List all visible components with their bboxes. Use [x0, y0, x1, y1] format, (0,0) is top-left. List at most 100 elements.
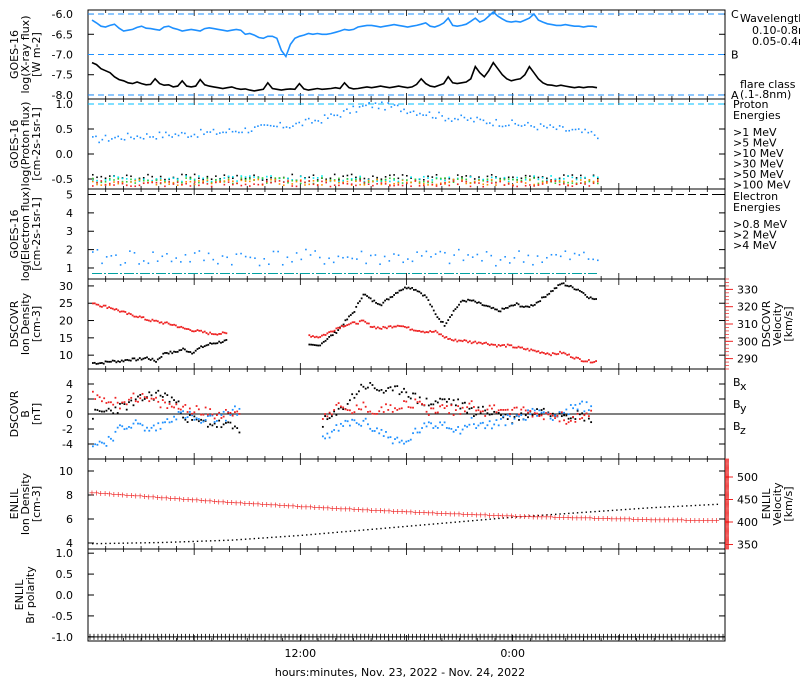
proton-mark-2 — [401, 174, 404, 176]
enlil-density-mark — [476, 519, 478, 521]
b-Bz-mark — [92, 390, 94, 393]
b-Bx-mark — [407, 395, 410, 398]
enlil-density-mark — [703, 504, 705, 506]
enlil-velocity-mark: + — [569, 513, 576, 522]
proton-mark-6 — [215, 181, 217, 184]
dscovr-velocity-mark — [133, 315, 136, 318]
proton-mark-6 — [350, 183, 353, 185]
proton-mark-2 — [393, 174, 395, 176]
enlil-velocity-mark: + — [661, 515, 668, 524]
dscovr-density-mark — [355, 305, 358, 308]
dscovr-density-mark — [501, 307, 504, 310]
proton-mark-5 — [359, 183, 361, 186]
proton-mark-2 — [592, 174, 595, 177]
dscovr-density-mark — [207, 343, 210, 346]
b-By-mark — [225, 419, 227, 422]
dscovr-velocity-mark — [351, 321, 354, 324]
dscovr-density-mark — [131, 357, 134, 360]
proton-mark-2 — [215, 175, 217, 177]
y2-axis-label-4: DSCOVR — [760, 300, 773, 347]
b-Bz-mark — [184, 404, 187, 406]
dscovr-velocity-mark — [366, 322, 368, 325]
enlil-velocity-mark: + — [635, 515, 642, 524]
dscovr-density-mark — [153, 359, 156, 362]
electron-mark-2mev — [221, 255, 224, 257]
dscovr-velocity-mark — [126, 313, 129, 316]
b-Bz-mark — [567, 421, 570, 424]
enlil-velocity-mark: + — [517, 512, 524, 521]
enlil-velocity-mark: + — [464, 510, 471, 519]
b-Bz-mark — [549, 412, 552, 415]
b-Bz-mark — [195, 405, 198, 407]
electron-mark-2mev — [439, 250, 442, 253]
proton-mark-3 — [342, 179, 344, 182]
dscovr-velocity-mark — [205, 332, 208, 334]
dscovr-velocity-mark — [146, 319, 148, 321]
b-Bx-mark — [195, 418, 198, 421]
dscovr-density-mark — [593, 298, 596, 301]
dscovr-density-mark — [214, 342, 217, 345]
electron-legend-entry-2: >2 MeV — [733, 229, 777, 242]
b-By-mark — [567, 413, 570, 416]
proton-mark-1mev — [479, 118, 482, 121]
dscovr-velocity-mark — [476, 342, 478, 345]
b-Bz-mark — [202, 413, 205, 416]
proton-mark-6 — [367, 183, 370, 185]
proton-mark-3 — [168, 177, 170, 180]
proton-mark-1mev — [171, 136, 174, 138]
enlil-density-mark — [690, 504, 692, 507]
proton-mark-1mev — [552, 126, 555, 128]
enlil-velocity-mark: + — [552, 513, 559, 522]
enlil-velocity-mark: + — [132, 491, 139, 500]
enlil-velocity-mark: + — [600, 514, 607, 523]
dscovr-density-mark — [577, 288, 579, 291]
enlil-velocity-mark: + — [617, 515, 624, 524]
b-Bx-mark — [551, 412, 554, 415]
y-axis-label-4: [cm-3] — [30, 306, 43, 342]
b-Bz-mark — [218, 411, 221, 414]
proton-mark-5 — [401, 179, 404, 181]
enlil-velocity-mark: + — [110, 490, 117, 499]
dscovr-velocity-mark — [322, 333, 325, 336]
b-Bx-mark — [473, 415, 475, 417]
dscovr-velocity-mark — [313, 336, 316, 339]
y2-tick-label: 400 — [737, 516, 758, 529]
dscovr-velocity-mark — [452, 339, 455, 342]
b-Bz-mark — [565, 422, 568, 425]
proton-mark-4 — [249, 178, 251, 180]
dscovr-density-mark — [474, 300, 477, 303]
electron-mark-2mev — [291, 260, 293, 263]
enlil-density-mark — [559, 513, 561, 515]
dscovr-density-mark — [104, 360, 107, 363]
proton-mark-5 — [92, 180, 94, 183]
dscovr-density-mark — [99, 362, 102, 365]
proton-mark-5 — [189, 180, 192, 183]
proton-mark-4 — [533, 177, 535, 179]
b-By-mark — [358, 423, 360, 426]
enlil-density-mark — [153, 541, 155, 544]
proton-mark-2 — [571, 174, 574, 176]
proton-mark-1mev — [562, 126, 564, 128]
b-legend-subscript-2: y — [740, 402, 747, 415]
dscovr-velocity-mark — [387, 325, 390, 328]
proton-mark-1mev — [238, 131, 240, 134]
proton-mark-3 — [193, 178, 196, 181]
dscovr-density-mark — [366, 295, 368, 297]
dscovr-density-mark — [353, 311, 356, 313]
b-Bx-mark — [389, 386, 392, 389]
b-By-mark — [563, 411, 565, 414]
proton-mark-3 — [181, 180, 183, 183]
enlil-velocity-mark: + — [202, 496, 209, 505]
enlil-density-mark — [616, 509, 618, 511]
enlil-density-mark — [157, 541, 159, 544]
proton-mark-1mev — [555, 128, 558, 131]
dscovr-density-mark — [450, 314, 453, 316]
dscovr-velocity-mark — [102, 304, 105, 307]
proton-mark-1mev — [574, 128, 577, 131]
dscovr-density-mark — [144, 357, 147, 359]
enlil-density-mark — [712, 503, 714, 506]
dscovr-velocity-mark — [573, 357, 576, 360]
proton-mark-1mev — [422, 114, 424, 116]
dscovr-velocity-mark — [586, 360, 588, 363]
b-Bz-mark — [412, 406, 414, 409]
